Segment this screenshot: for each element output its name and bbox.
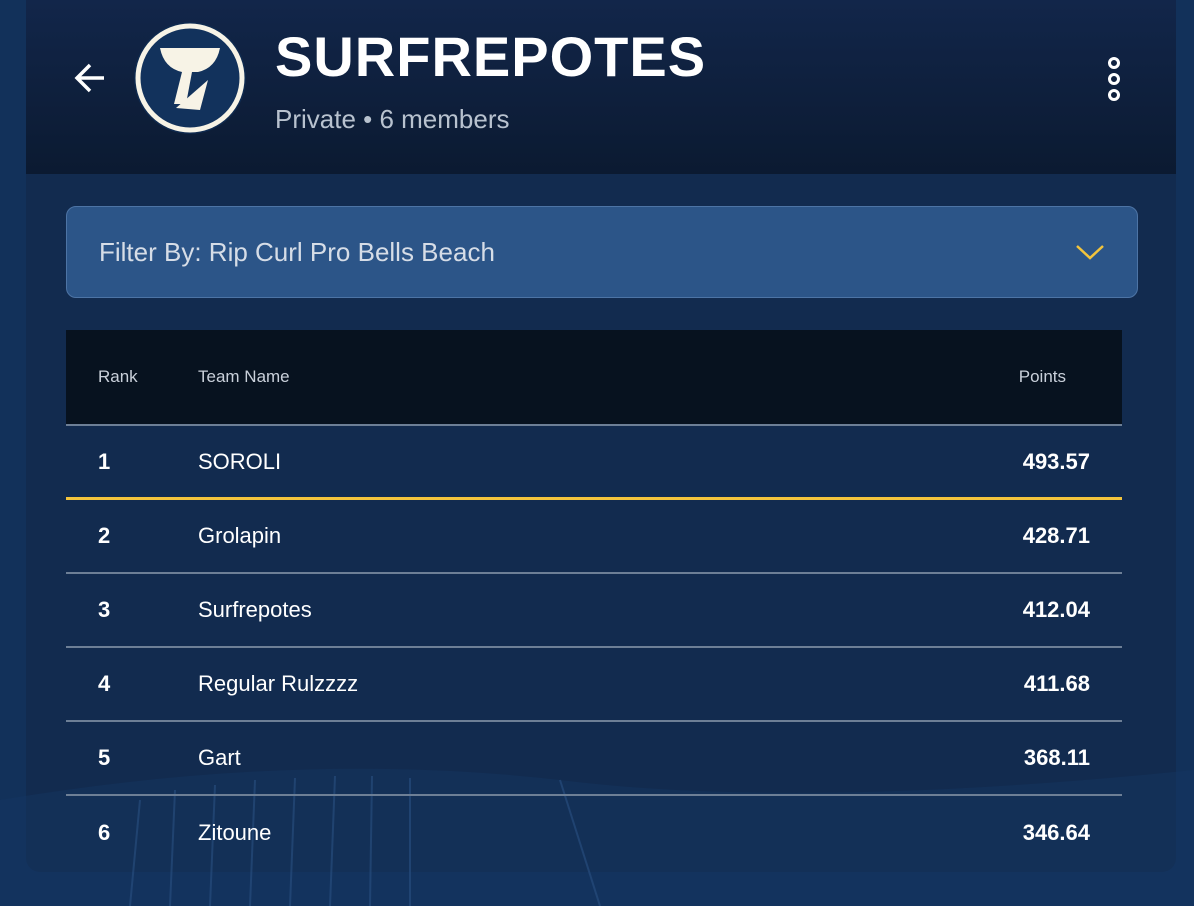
group-header: SURFREPOTES Private • 6 members	[26, 0, 1176, 174]
team-name-cell: Gart	[198, 745, 241, 770]
table-header: Rank Team Name Points	[66, 330, 1122, 426]
arrow-left-icon[interactable]	[70, 58, 110, 98]
points-cell: 428.71	[1022, 523, 1090, 548]
column-team-name: Team Name	[198, 367, 290, 386]
points-cell: 411.68	[1023, 671, 1090, 696]
table-row[interactable]: 6 Zitoune 346.64	[66, 796, 1122, 870]
points-cell: 346.64	[1022, 820, 1090, 845]
table-row[interactable]: 2 Grolapin 428.71	[66, 500, 1122, 574]
rank-cell: 2	[98, 523, 111, 548]
leaderboard-table: Rank Team Name Points 1 SOROLI 493.57 2 Grol…	[66, 330, 1122, 870]
table-row[interactable]: 4 Regular Rulzzzz 411.68	[66, 648, 1122, 722]
table-row[interactable]: 5 Gart 368.11	[66, 722, 1122, 796]
table-row[interactable]: 1 SOROLI 493.57	[66, 426, 1122, 500]
more-vertical-icon[interactable]	[1104, 56, 1124, 102]
column-points: Points	[1018, 367, 1066, 386]
points-cell: 493.57	[1022, 448, 1090, 474]
group-title: SURFREPOTES	[275, 25, 707, 88]
group-subtitle: Private • 6 members	[275, 104, 510, 134]
filter-label: Filter By: Rip Curl Pro Bells Beach	[99, 236, 495, 267]
points-cell: 368.11	[1023, 745, 1090, 770]
column-rank: Rank	[98, 367, 138, 386]
team-name-cell: Zitoune	[198, 820, 272, 845]
rank-cell: 3	[98, 597, 111, 622]
filter-dropdown[interactable]: Filter By: Rip Curl Pro Bells Beach	[66, 206, 1138, 298]
team-name-cell: Regular Rulzzzz	[198, 671, 359, 696]
rank-cell: 1	[98, 448, 111, 474]
team-name-cell: SOROLI	[198, 448, 282, 474]
team-name-cell: Grolapin	[198, 523, 282, 548]
rank-cell: 5	[98, 745, 111, 770]
chevron-down-icon	[1076, 245, 1104, 260]
rank-cell: 4	[98, 671, 111, 696]
points-cell: 412.04	[1022, 597, 1090, 622]
group-logo	[134, 22, 246, 134]
team-name-cell: Surfrepotes	[198, 597, 312, 622]
table-row[interactable]: 3 Surfrepotes 412.04	[66, 574, 1122, 648]
rank-cell: 6	[98, 820, 111, 845]
